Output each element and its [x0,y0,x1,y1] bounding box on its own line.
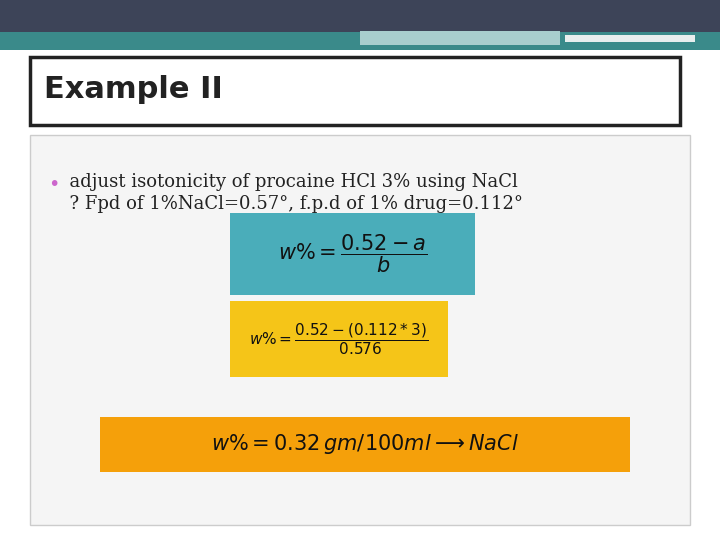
FancyBboxPatch shape [565,35,695,42]
FancyBboxPatch shape [100,417,630,472]
Text: adjust isotonicity of procaine HCl 3% using NaCl: adjust isotonicity of procaine HCl 3% us… [58,173,518,191]
FancyBboxPatch shape [0,0,720,35]
Text: $w\% = \dfrac{0.52-(0.112*3)}{0.576}$: $w\% = \dfrac{0.52-(0.112*3)}{0.576}$ [249,321,428,357]
FancyBboxPatch shape [230,213,475,295]
FancyBboxPatch shape [0,50,720,540]
Text: $w\% = \dfrac{0.52 - a}{b}$: $w\% = \dfrac{0.52 - a}{b}$ [278,233,427,275]
FancyBboxPatch shape [0,32,720,50]
FancyBboxPatch shape [30,57,680,125]
Text: Example II: Example II [44,76,223,105]
Text: ? Fpd of 1%NaCl=0.57°, f.p.d of 1% drug=0.112°: ? Fpd of 1%NaCl=0.57°, f.p.d of 1% drug=… [58,195,523,213]
FancyBboxPatch shape [360,31,560,45]
Text: •: • [48,176,59,194]
FancyBboxPatch shape [30,135,690,525]
Text: $w\% = 0.32\,gm/100ml \longrightarrow NaCl$: $w\% = 0.32\,gm/100ml \longrightarrow Na… [211,433,519,456]
FancyBboxPatch shape [230,301,448,377]
